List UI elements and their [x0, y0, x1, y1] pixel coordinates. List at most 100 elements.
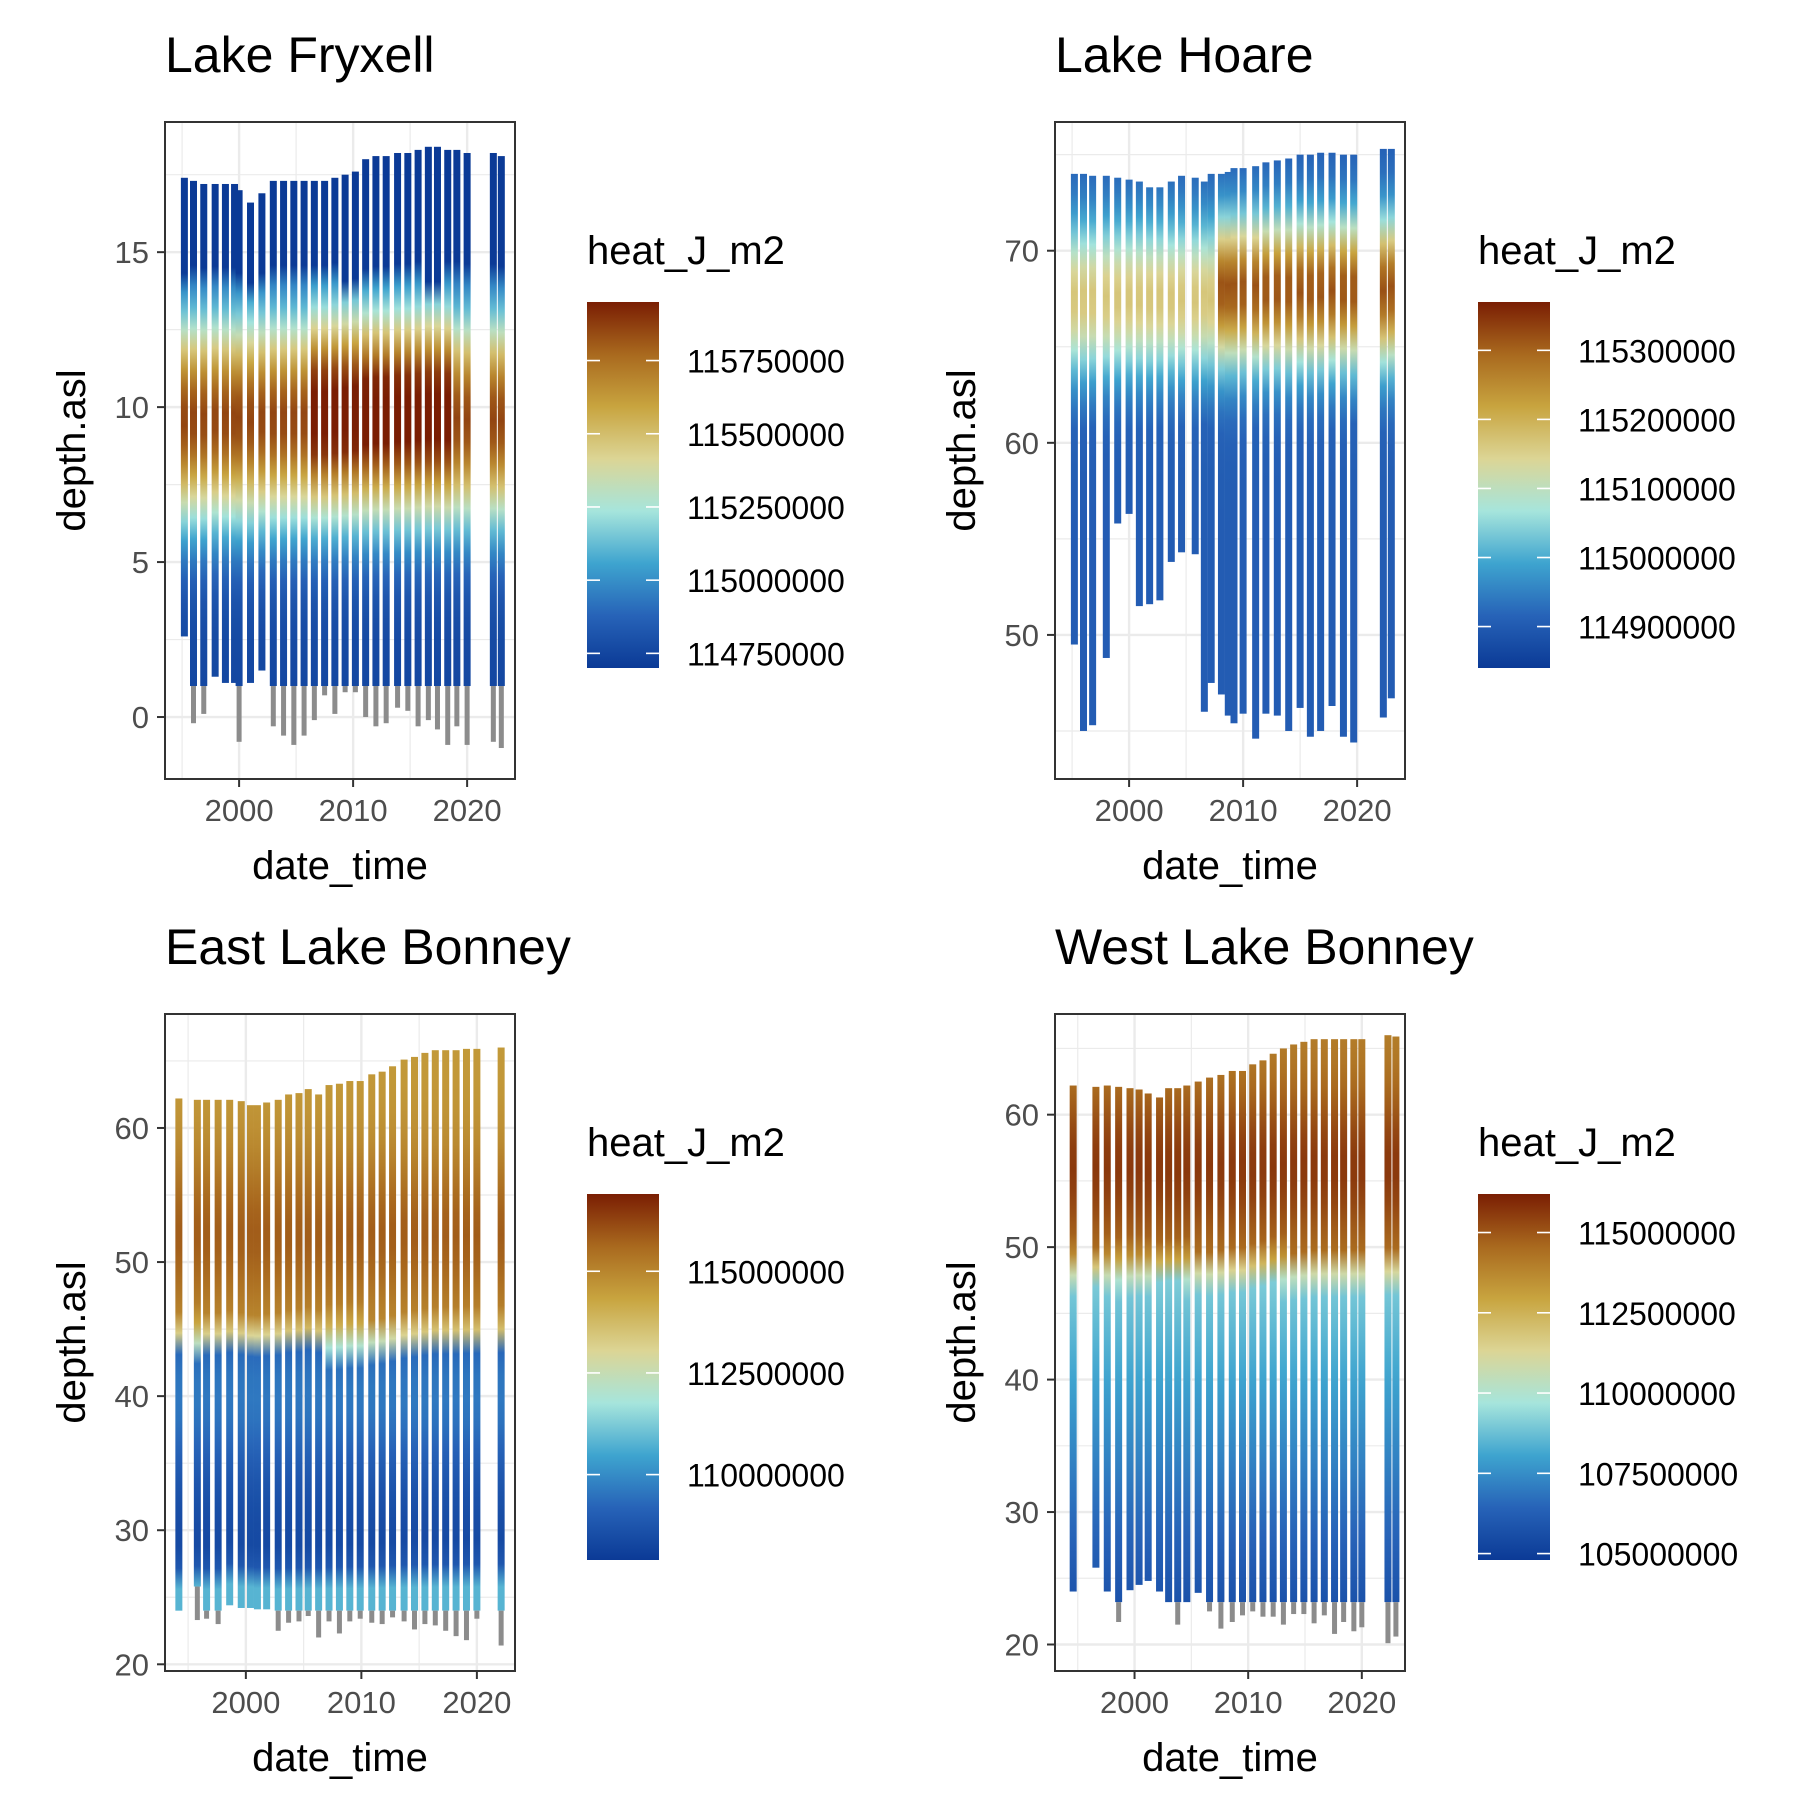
- profile-column: [1136, 182, 1143, 607]
- x-tick-label: 2020: [433, 793, 502, 828]
- profile-column: [453, 150, 460, 686]
- profile-column: [368, 1074, 375, 1610]
- profile-column: [421, 1053, 428, 1611]
- profile-column: [1165, 1088, 1172, 1602]
- y-tick-label: 0: [132, 700, 149, 735]
- x-tick-label: 2010: [327, 1685, 396, 1720]
- colorbar-label: 115200000: [1578, 402, 1736, 438]
- profile-column: [1350, 155, 1357, 743]
- na-segment: [1116, 1602, 1121, 1622]
- profile-column: [1297, 155, 1304, 708]
- profile-column: [194, 1100, 201, 1587]
- colorbar: [1478, 1194, 1550, 1560]
- colorbar: [587, 1194, 659, 1560]
- na-segment: [281, 686, 286, 736]
- profile-column: [357, 1081, 364, 1611]
- profile-column: [226, 1100, 233, 1605]
- y-tick-label: 30: [1005, 1495, 1039, 1530]
- na-segment: [216, 1611, 221, 1624]
- colorbar: [587, 302, 659, 668]
- profile-column: [1317, 153, 1324, 731]
- profile-column: [432, 1050, 439, 1610]
- na-segment: [327, 1611, 332, 1622]
- profile-column: [425, 147, 432, 686]
- panel-title: Lake Fryxell: [165, 27, 435, 83]
- profile-column: [379, 1072, 386, 1611]
- profile-column: [1080, 174, 1087, 731]
- profile-column: [1259, 1060, 1266, 1602]
- panel-title: West Lake Bonney: [1055, 919, 1474, 975]
- x-axis-title: date_time: [1142, 844, 1318, 888]
- profile-column: [1156, 187, 1163, 600]
- x-tick-label: 2010: [319, 793, 388, 828]
- na-segment: [1341, 1602, 1346, 1622]
- x-tick-label: 2000: [1100, 1685, 1169, 1720]
- profile-column: [1230, 168, 1237, 723]
- na-segment: [1260, 1602, 1265, 1617]
- na-segment: [363, 686, 368, 717]
- x-axis-title: date_time: [252, 1736, 428, 1780]
- profile-column: [1127, 1088, 1134, 1590]
- x-tick-label: 2020: [442, 1685, 511, 1720]
- profile-column: [285, 1094, 292, 1610]
- y-tick-label: 60: [115, 1111, 149, 1146]
- na-segment: [416, 686, 421, 726]
- profile-column: [1195, 1082, 1202, 1593]
- y-tick-label: 10: [115, 390, 149, 425]
- y-axis-title: depth.asl: [50, 1261, 94, 1423]
- na-segment: [454, 686, 459, 726]
- profile-column: [1350, 1039, 1357, 1602]
- profile-column: [442, 1050, 449, 1610]
- na-segment: [347, 1611, 352, 1622]
- legend: heat_J_m2 115300000 115200000 115100000 1150…: [1478, 229, 1736, 668]
- profile-column: [453, 1050, 460, 1610]
- colorbar-label: 110000000: [687, 1458, 845, 1494]
- profile-column: [1206, 1078, 1213, 1603]
- na-segment: [1301, 1602, 1306, 1614]
- profile-column: [1168, 182, 1175, 562]
- x-tick-label: 2000: [211, 1685, 280, 1720]
- na-segment: [332, 686, 337, 714]
- na-segment: [237, 686, 242, 742]
- profile-column: [1285, 159, 1292, 731]
- profile-column: [326, 1085, 333, 1611]
- profile-column: [315, 1094, 322, 1610]
- na-segment: [1271, 1602, 1276, 1617]
- profile-column: [372, 156, 379, 686]
- y-tick-label: 60: [1005, 426, 1039, 461]
- legend-title: heat_J_m2: [587, 1121, 785, 1165]
- colorbar-label: 115300000: [1578, 333, 1736, 369]
- colorbar-label: 115000000: [687, 1254, 845, 1290]
- profile-column: [280, 181, 287, 686]
- profile-column: [258, 193, 265, 670]
- legend-title: heat_J_m2: [1478, 1121, 1676, 1165]
- na-segment: [286, 1611, 291, 1623]
- y-axis-title: depth.asl: [50, 369, 94, 531]
- profile-column: [1103, 176, 1110, 658]
- profile-column: [1174, 1088, 1181, 1602]
- y-axis-title: depth.asl: [940, 1261, 984, 1423]
- profile-column: [1380, 149, 1387, 718]
- na-segment: [426, 686, 431, 720]
- colorbar-label: 107500000: [1578, 1456, 1738, 1492]
- x-tick-label: 2000: [205, 793, 274, 828]
- na-segment: [390, 1611, 395, 1618]
- profile-column: [1274, 160, 1281, 715]
- profile-column: [1358, 1039, 1365, 1602]
- profile-column: [247, 203, 254, 683]
- na-segment: [454, 1611, 459, 1636]
- profile-column: [1114, 178, 1121, 524]
- na-segment: [358, 1611, 363, 1619]
- na-segment: [1175, 1602, 1180, 1625]
- y-tick-label: 5: [132, 545, 149, 580]
- x-tick-label: 2010: [1209, 793, 1278, 828]
- profile-column: [1208, 174, 1215, 683]
- profile-column: [473, 1049, 480, 1611]
- profile-column: [1392, 1037, 1399, 1603]
- profile-column: [411, 1057, 418, 1611]
- profile-column: [321, 181, 328, 686]
- na-segment: [1359, 1602, 1364, 1627]
- na-segment: [296, 1611, 301, 1622]
